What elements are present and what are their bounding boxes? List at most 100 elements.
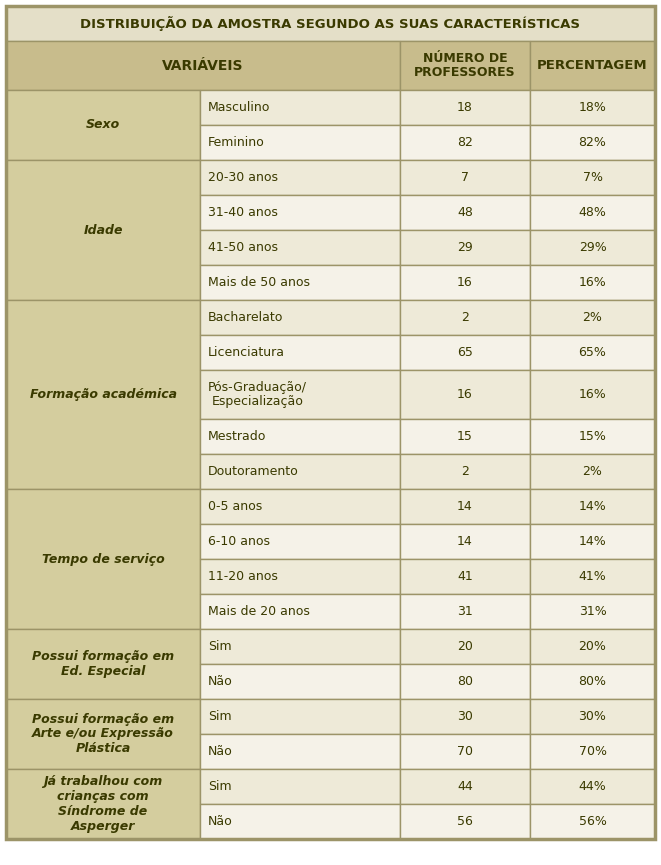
Text: 29: 29 <box>457 241 473 254</box>
Text: 82%: 82% <box>578 136 606 149</box>
Text: 2%: 2% <box>582 311 602 324</box>
Bar <box>400 699 530 734</box>
Text: 44: 44 <box>457 780 473 793</box>
Bar <box>530 524 655 559</box>
Bar <box>200 769 400 804</box>
Text: Não: Não <box>208 815 233 828</box>
Text: 65%: 65% <box>578 346 606 359</box>
Bar <box>530 160 655 195</box>
Bar <box>200 230 400 265</box>
Bar <box>6 629 200 699</box>
Bar <box>530 699 655 734</box>
Text: Possui formação em
Ed. Especial: Possui formação em Ed. Especial <box>32 650 174 678</box>
Bar <box>530 265 655 300</box>
Text: Já trabalhou com
crianças com
Síndrome de
Asperger: Já trabalhou com crianças com Síndrome d… <box>44 775 163 833</box>
Bar <box>400 489 530 524</box>
Text: Possui formação em
Arte e/ou Expressão
Plástica: Possui formação em Arte e/ou Expressão P… <box>32 713 174 755</box>
Text: 2: 2 <box>461 311 469 324</box>
Text: Sim: Sim <box>208 710 231 723</box>
Bar <box>530 804 655 839</box>
Text: 16: 16 <box>457 276 473 289</box>
Bar <box>530 230 655 265</box>
Text: 82: 82 <box>457 136 473 149</box>
Text: 16: 16 <box>457 388 473 401</box>
Bar <box>400 559 530 594</box>
Text: Não: Não <box>208 675 233 688</box>
Bar <box>400 195 530 230</box>
Bar <box>400 769 530 804</box>
Bar <box>400 524 530 559</box>
Text: 16%: 16% <box>578 388 606 401</box>
Bar <box>530 125 655 160</box>
Text: 6-10 anos: 6-10 anos <box>208 535 270 548</box>
Text: 20: 20 <box>457 640 473 653</box>
Text: Licenciatura: Licenciatura <box>208 346 285 359</box>
Text: Mais de 50 anos: Mais de 50 anos <box>208 276 310 289</box>
Bar <box>200 419 400 454</box>
Text: 14%: 14% <box>578 535 606 548</box>
Text: Tempo de serviço: Tempo de serviço <box>42 553 165 566</box>
Bar <box>530 664 655 699</box>
Bar <box>200 594 400 629</box>
Text: 48%: 48% <box>578 206 606 219</box>
Text: 41: 41 <box>457 570 473 583</box>
Text: 20%: 20% <box>578 640 606 653</box>
Text: 14: 14 <box>457 500 473 513</box>
Bar <box>400 230 530 265</box>
Text: Mais de 20 anos: Mais de 20 anos <box>208 605 310 618</box>
Bar <box>530 41 655 90</box>
Bar <box>530 769 655 804</box>
Text: 11-20 anos: 11-20 anos <box>208 570 278 583</box>
Text: 20-30 anos: 20-30 anos <box>208 171 278 184</box>
Bar <box>400 335 530 370</box>
Bar <box>400 664 530 699</box>
Bar <box>530 90 655 125</box>
Bar <box>6 90 200 160</box>
Bar <box>200 265 400 300</box>
Text: Sexo: Sexo <box>86 119 120 131</box>
Bar <box>6 699 200 769</box>
Text: PERCENTAGEM: PERCENTAGEM <box>537 59 648 72</box>
Text: 56: 56 <box>457 815 473 828</box>
Bar <box>530 454 655 489</box>
Text: 0-5 anos: 0-5 anos <box>208 500 262 513</box>
Bar <box>400 594 530 629</box>
Text: 56%: 56% <box>578 815 606 828</box>
Text: 2: 2 <box>461 465 469 478</box>
Text: Bacharelato: Bacharelato <box>208 311 284 324</box>
Bar <box>530 195 655 230</box>
Text: 15%: 15% <box>578 430 606 443</box>
Text: 41%: 41% <box>578 570 606 583</box>
Text: 18%: 18% <box>578 101 606 114</box>
Text: Mestrado: Mestrado <box>208 430 266 443</box>
Text: 16%: 16% <box>578 276 606 289</box>
Text: VARIÁVEIS: VARIÁVEIS <box>162 59 244 73</box>
Bar <box>530 419 655 454</box>
Text: 15: 15 <box>457 430 473 443</box>
Bar <box>200 195 400 230</box>
Text: 31%: 31% <box>578 605 606 618</box>
Bar <box>200 524 400 559</box>
Text: Idade: Idade <box>83 223 123 236</box>
Bar <box>400 454 530 489</box>
Bar <box>6 160 200 300</box>
Bar <box>400 419 530 454</box>
Bar <box>200 629 400 664</box>
Text: Feminino: Feminino <box>208 136 265 149</box>
Text: 2%: 2% <box>582 465 602 478</box>
Bar <box>530 559 655 594</box>
Text: 70%: 70% <box>578 745 607 758</box>
Text: Doutoramento: Doutoramento <box>208 465 299 478</box>
Text: Sim: Sim <box>208 640 231 653</box>
Text: DISTRIBUIÇÃO DA AMOSTRA SEGUNDO AS SUAS CARACTERÍSTICAS: DISTRIBUIÇÃO DA AMOSTRA SEGUNDO AS SUAS … <box>81 16 580 31</box>
Text: 30: 30 <box>457 710 473 723</box>
Bar <box>6 489 200 629</box>
Bar <box>400 629 530 664</box>
Bar <box>530 734 655 769</box>
Bar <box>200 664 400 699</box>
Bar <box>400 804 530 839</box>
Bar <box>530 335 655 370</box>
Bar <box>400 90 530 125</box>
Text: 44%: 44% <box>578 780 606 793</box>
Bar <box>400 265 530 300</box>
